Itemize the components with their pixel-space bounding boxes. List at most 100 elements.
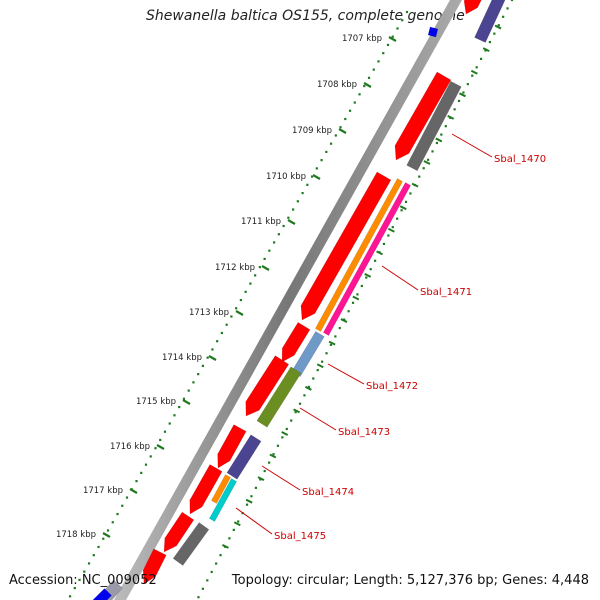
scale-dot: [178, 405, 181, 409]
scale-dot: [237, 520, 240, 523]
scale-dot: [426, 158, 430, 161]
scale-tick-label: 1715 kbp: [136, 397, 176, 407]
scale-tick-label: 1711 kbp: [241, 217, 281, 227]
scale-tick-label: 1708 kbp: [317, 80, 357, 90]
gene-bar: [406, 80, 462, 172]
scale-dot: [268, 461, 271, 464]
map-title: Shewanella baltica OS155, complete genom…: [146, 8, 465, 24]
scale-dot: [471, 74, 474, 77]
leader-line: [451, 133, 493, 158]
scale-ticks: 1707 kbp 1708 kbp 1709 kbp 1710 kbp 1711 kbp…: [56, 0, 514, 599]
scale-dot: [363, 84, 366, 88]
gene-arrow: [394, 71, 452, 161]
scale-dot: [391, 35, 394, 38]
scale-dot: [409, 192, 412, 195]
scale-dot: [325, 150, 328, 154]
scale-dot: [285, 427, 288, 431]
scale-dot: [493, 32, 496, 35]
gene-label: Sbal_1471: [420, 287, 472, 298]
scale-dot: [290, 419, 293, 422]
scale-tick: [338, 128, 347, 134]
accession-text: Accession: NC_009052: [9, 573, 157, 588]
minor-tick: [399, 205, 407, 211]
scale-dot: [273, 241, 276, 244]
scale-dot: [254, 274, 257, 277]
scale-dot: [197, 596, 200, 599]
scale-tick-label: 1713 kbp: [189, 308, 229, 318]
scale-dot: [365, 276, 368, 279]
scale-dot: [228, 537, 231, 540]
minor-tick: [364, 273, 372, 278]
scale-dot: [444, 125, 447, 128]
minor-tick: [221, 543, 229, 549]
scale-tick-label: 1714 kbp: [162, 353, 202, 363]
minor-tick: [316, 363, 324, 369]
minor-tick: [245, 498, 253, 504]
scale-dot: [135, 480, 138, 483]
scale-dot: [149, 455, 152, 458]
scale-dot: [396, 217, 399, 220]
scale-dot: [173, 414, 176, 417]
scale-dot: [230, 315, 233, 318]
scale-dot: [306, 183, 309, 186]
minor-tick: [328, 340, 336, 346]
scale-dot: [391, 226, 394, 229]
scale-dot: [277, 233, 280, 236]
scale-dot: [291, 208, 295, 211]
scale-dot: [78, 578, 81, 581]
scale-dot: [356, 293, 359, 296]
scale-tick: [156, 444, 165, 450]
scale-dot: [396, 27, 399, 30]
minor-tick: [447, 114, 455, 120]
scale-dot: [400, 209, 403, 212]
minor-tick: [435, 137, 443, 143]
scale-dot: [298, 402, 302, 405]
gene-arrow: [163, 511, 195, 553]
scale-dot: [235, 307, 238, 310]
scale-dot: [377, 60, 380, 63]
minor-tick: [352, 295, 360, 301]
gene-arrow: [217, 424, 247, 469]
scale-dot: [374, 259, 377, 262]
scale-tick-label: 1718 kbp: [56, 530, 96, 540]
minor-tick: [281, 431, 289, 436]
genome-summary: Topology: circular; Length: 5,127,376 bp…: [231, 573, 589, 588]
scale-tick: [388, 36, 397, 42]
scale-dot: [466, 83, 469, 86]
scale-dot: [382, 242, 386, 246]
scale-dot: [334, 134, 337, 137]
scale-dot: [206, 579, 209, 582]
scale-dot: [422, 167, 425, 170]
scale-dot: [334, 335, 337, 338]
scale-dot: [479, 57, 483, 60]
gene-label: Sbal_1473: [338, 427, 390, 438]
scale-dot: [440, 133, 443, 136]
scale-dot: [282, 224, 285, 228]
scale-tick: [363, 82, 372, 88]
minor-tick: [459, 92, 466, 98]
scale-dot: [187, 389, 190, 392]
scale-dot: [321, 360, 324, 363]
scale-dot: [111, 521, 114, 524]
gene-arrow: [245, 355, 290, 417]
backbone-gap: [234, 415, 262, 455]
scale-dot: [320, 159, 323, 162]
scale-dot: [348, 109, 352, 112]
scale-tick-label: 1716 kbp: [110, 442, 150, 452]
scale-dot: [106, 529, 110, 532]
scale-dot: [201, 364, 205, 367]
scale-dot: [497, 24, 500, 27]
scale-dot: [168, 422, 171, 425]
scale-dot: [254, 486, 257, 489]
gene-label: Sbal_1474: [302, 487, 354, 498]
gene-bar: [474, 0, 506, 43]
leader-line: [381, 265, 419, 291]
scale-dot: [272, 453, 275, 456]
scale-dot: [140, 471, 143, 474]
scale-dot: [163, 430, 167, 433]
scale-dot: [182, 397, 186, 400]
minor-tick: [423, 160, 431, 165]
leader-line: [327, 363, 365, 385]
scale-dot: [387, 234, 390, 237]
